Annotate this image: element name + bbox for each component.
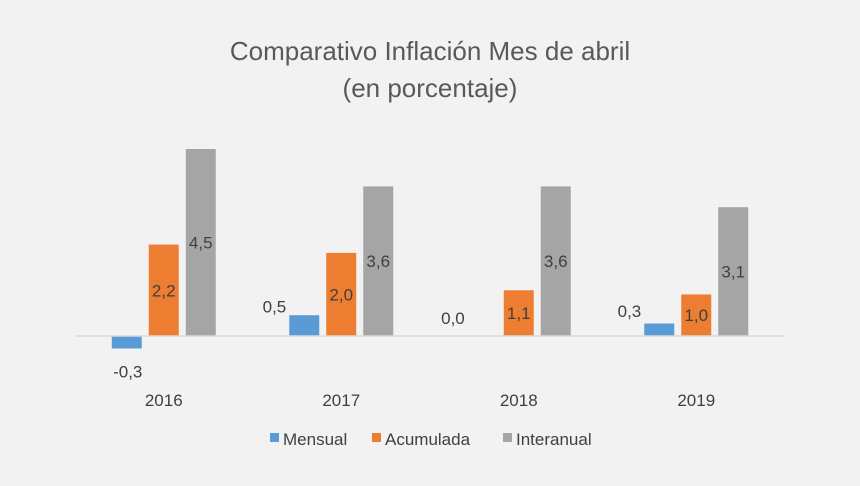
x-tick-label-2018: 2018 — [500, 391, 538, 410]
data-label-mensual-2018: 0,0 — [441, 309, 465, 328]
legend: Mensual Acumulada Interanual — [270, 430, 592, 449]
data-label-interanual-2019: 3,1 — [721, 263, 745, 282]
bar-mensual-2016 — [111, 336, 142, 349]
bar-interanual-2018 — [540, 186, 571, 336]
chart-title: Comparativo Inflación Mes de abril — [230, 36, 630, 66]
x-tick-labels: 2016 2017 2018 2019 — [145, 391, 715, 410]
bar-interanual-2017 — [363, 186, 394, 336]
legend-label-interanual: Interanual — [516, 430, 592, 449]
data-label-mensual-2017: 0,5 — [263, 298, 287, 317]
bar-acumulada-2018 — [503, 290, 534, 336]
chart-subtitle: (en porcentaje) — [343, 73, 518, 103]
data-label-interanual-2017: 3,6 — [366, 252, 390, 271]
x-tick-label-2019: 2019 — [677, 391, 715, 410]
labels-layer: -0,3 2,2 4,5 0,5 2,0 3,6 0,0 1,1 3,6 0,3 1,0 3,1 — [113, 234, 745, 382]
legend-swatch-interanual — [503, 433, 512, 442]
legend-label-acumulada: Acumulada — [385, 430, 471, 449]
data-label-interanual-2016: 4,5 — [189, 234, 213, 253]
data-label-mensual-2016: -0,3 — [113, 362, 142, 381]
bar-acumulada-2016 — [148, 244, 179, 336]
bar-mensual-2019 — [644, 323, 675, 336]
bar-interanual-2019 — [718, 207, 749, 336]
x-tick-label-2017: 2017 — [322, 391, 360, 410]
x-tick-label-2016: 2016 — [145, 391, 183, 410]
bar-interanual-2016 — [185, 149, 216, 336]
legend-label-mensual: Mensual — [283, 430, 347, 449]
data-label-mensual-2019: 0,3 — [618, 302, 642, 321]
legend-swatch-acumulada — [372, 433, 381, 442]
bar-mensual-2017 — [289, 315, 320, 336]
bar-acumulada-2019 — [681, 294, 712, 336]
data-label-acumulada-2019: 1,0 — [684, 306, 708, 325]
legend-swatch-mensual — [270, 433, 279, 442]
data-label-acumulada-2018: 1,1 — [507, 304, 531, 323]
bars-layer — [111, 149, 749, 349]
bar-acumulada-2017 — [326, 252, 357, 336]
data-label-interanual-2018: 3,6 — [544, 252, 568, 271]
data-label-acumulada-2017: 2,0 — [329, 285, 353, 304]
data-label-acumulada-2016: 2,2 — [152, 281, 176, 300]
